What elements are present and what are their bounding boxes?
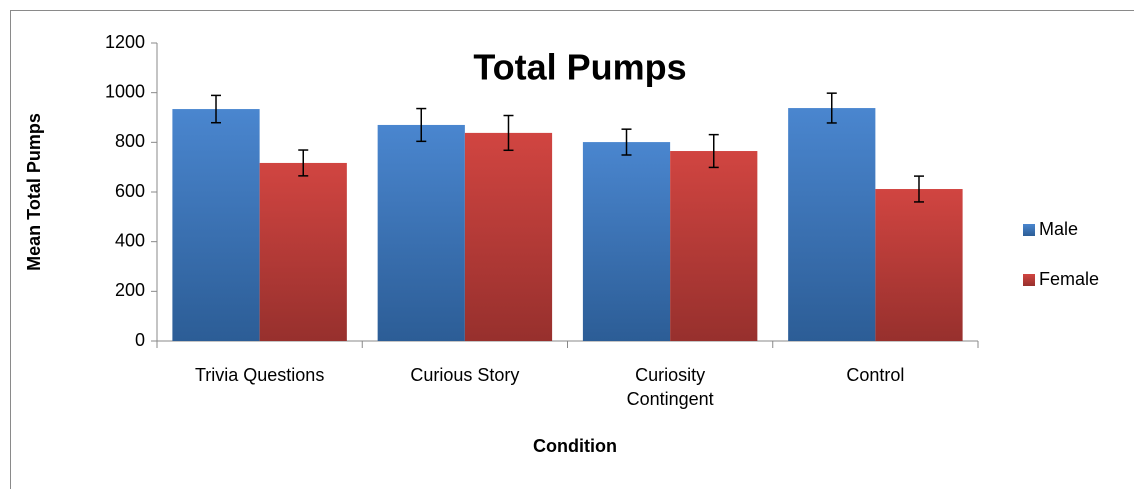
chart-border	[10, 10, 1134, 489]
x-tick-label: Curiosity Contingent	[626, 365, 714, 409]
y-tick-label: 800	[115, 131, 145, 151]
y-tick-label: 0	[135, 330, 145, 350]
bar	[788, 108, 876, 342]
bar	[377, 124, 465, 341]
legend-label: Female	[1039, 269, 1099, 289]
y-tick-label: 400	[115, 230, 145, 250]
y-tick-label: 1000	[105, 81, 145, 101]
bar	[259, 162, 347, 341]
legend-swatch	[1023, 224, 1035, 236]
x-axis-label: Condition	[533, 436, 617, 456]
chart-title: Total Pumps	[473, 47, 686, 88]
y-axis-label: Mean Total Pumps	[24, 113, 44, 271]
error-bar	[913, 175, 924, 203]
x-tick-label: Control	[846, 365, 905, 385]
legend-swatch	[1023, 274, 1035, 286]
error-bar	[621, 128, 632, 156]
y-tick-label: 600	[115, 181, 145, 201]
error-bar	[503, 114, 514, 152]
error-bar	[416, 107, 427, 143]
error-bar	[298, 149, 309, 177]
bar	[670, 151, 758, 341]
x-tick-label: Curious Story	[410, 365, 520, 385]
bar	[582, 142, 671, 341]
legend-label: Male	[1039, 219, 1078, 239]
y-tick-label: 1200	[105, 32, 145, 52]
x-tick-label: Trivia Questions	[194, 365, 325, 385]
y-tick-label: 200	[115, 280, 145, 300]
error-bar	[708, 133, 719, 169]
error-bar	[211, 94, 222, 124]
bar	[464, 132, 553, 341]
bar	[875, 189, 963, 341]
error-bar	[826, 92, 837, 124]
bar	[172, 109, 260, 341]
